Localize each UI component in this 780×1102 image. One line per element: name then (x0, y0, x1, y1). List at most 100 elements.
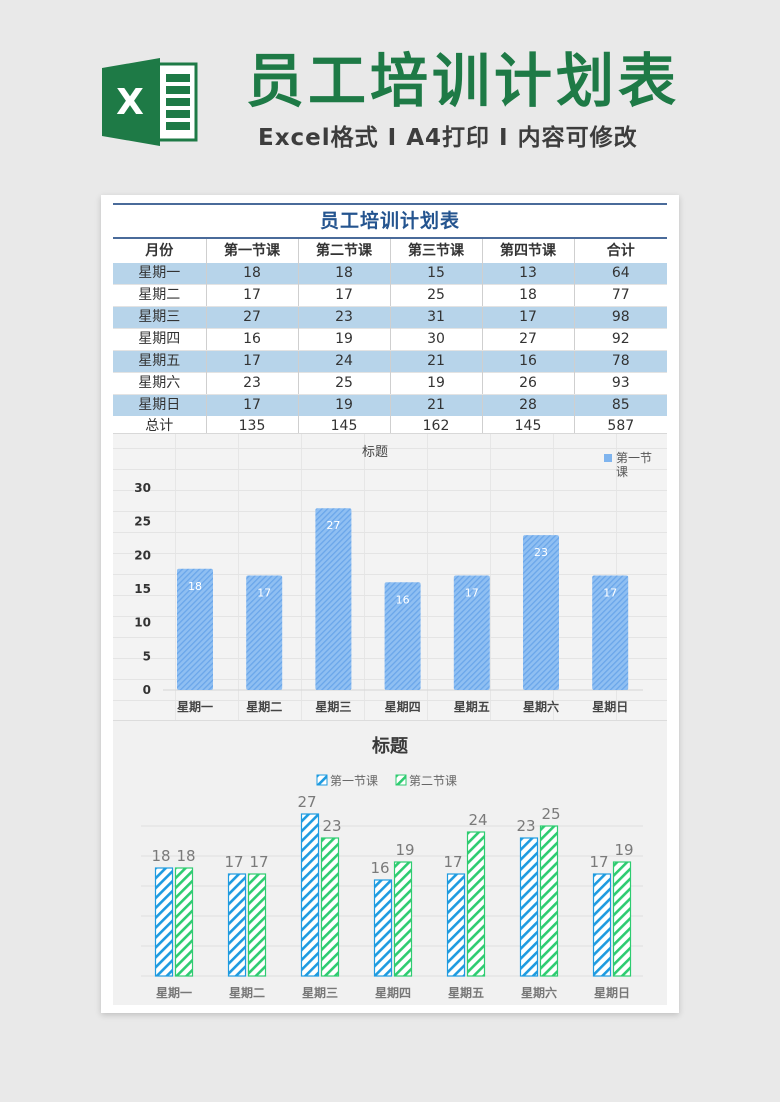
data-label: 19 (395, 841, 414, 859)
cell[interactable]: 162 (390, 416, 483, 437)
chart-2-title: 标题 (371, 735, 409, 757)
cell[interactable]: 星期二 (113, 284, 207, 307)
header-lesson-2: 第二节课 (298, 238, 391, 263)
cell[interactable]: 77 (574, 284, 668, 307)
cell[interactable]: 92 (574, 328, 668, 351)
cell[interactable]: 星期日 (113, 394, 207, 416)
bar[interactable] (373, 879, 393, 977)
cell[interactable]: 17 (206, 394, 299, 416)
cell[interactable]: 17 (206, 284, 299, 307)
banner: X 员工培训计划表 Excel格式 I A4打印 I 内容可修改 (0, 0, 780, 190)
bar[interactable] (227, 873, 247, 977)
cell[interactable]: 27 (482, 328, 575, 351)
data-label: 23 (534, 546, 548, 559)
cell[interactable]: 21 (390, 350, 483, 373)
cell[interactable]: 28 (482, 394, 575, 416)
cell[interactable]: 587 (574, 416, 668, 437)
bar[interactable] (466, 831, 486, 977)
cell[interactable]: 135 (206, 416, 299, 437)
table-row: 星期日 17 19 21 28 85 (113, 394, 668, 416)
cell[interactable]: 31 (390, 306, 483, 329)
cell[interactable]: 18 (298, 263, 391, 285)
cell[interactable]: 24 (298, 350, 391, 373)
y-tick-label: 10 (134, 616, 151, 630)
chart-2-legend[interactable]: 第一节课 第二节课 (316, 774, 457, 788)
cell[interactable]: 16 (206, 328, 299, 351)
cell[interactable]: 17 (298, 284, 391, 307)
cell[interactable]: 64 (574, 263, 668, 285)
cell[interactable]: 21 (390, 394, 483, 416)
bar[interactable] (247, 873, 267, 977)
chart-1-x-axis: 星期一 星期二 星期三 星期四 星期五 星期六 星期日 (177, 699, 628, 714)
chart-1-legend[interactable]: 第一节 课 (604, 451, 652, 479)
bar[interactable] (300, 813, 320, 977)
chart-1-canvas: 标题 第一节 课 0 5 10 15 20 25 30 18 17 27 16 17 23 17 星期一… (134, 445, 652, 714)
x-tick-label: 星期五 (448, 985, 484, 1000)
cell[interactable]: 23 (298, 306, 391, 329)
chart-lesson-1[interactable]: 标题 第一节 课 0 5 10 15 20 25 30 18 17 27 16 17 23 17 星期一… (113, 433, 667, 721)
bar[interactable] (592, 575, 629, 690)
cell[interactable]: 78 (574, 350, 668, 373)
cell[interactable]: 19 (390, 372, 483, 395)
x-tick-label: 星期六 (521, 985, 557, 1000)
cell[interactable]: 总计 (113, 416, 207, 437)
cell[interactable]: 星期六 (113, 372, 207, 395)
excel-icon-letter: X (116, 82, 144, 123)
cell[interactable]: 30 (390, 328, 483, 351)
bar[interactable] (446, 873, 466, 977)
legend-swatch-icon (316, 774, 328, 786)
cell[interactable]: 17 (206, 350, 299, 373)
bar[interactable] (453, 575, 490, 690)
cell[interactable]: 25 (298, 372, 391, 395)
cell[interactable]: 18 (482, 284, 575, 307)
cell[interactable]: 93 (574, 372, 668, 395)
cell[interactable]: 27 (206, 306, 299, 329)
cell[interactable]: 星期三 (113, 306, 207, 329)
cell[interactable]: 18 (206, 263, 299, 285)
bar[interactable] (320, 837, 340, 977)
cell[interactable]: 星期四 (113, 328, 207, 351)
bar[interactable] (246, 575, 283, 690)
cell[interactable]: 85 (574, 394, 668, 416)
cell[interactable]: 23 (206, 372, 299, 395)
banner-subtitle: Excel格式 I A4打印 I 内容可修改 (258, 125, 638, 151)
data-label: 17 (465, 587, 479, 600)
bar[interactable] (174, 867, 194, 977)
cell[interactable]: 19 (298, 328, 391, 351)
cell[interactable]: 13 (482, 263, 575, 285)
y-tick-label: 15 (134, 582, 151, 596)
data-label: 19 (614, 841, 633, 859)
training-plan-table: 员工培训计划表 月份 第一节课 第二节课 第三节课 第四节课 合计 星期一 18… (113, 203, 668, 437)
excel-icon: X (102, 58, 198, 146)
cell[interactable]: 25 (390, 284, 483, 307)
cell[interactable]: 98 (574, 306, 668, 329)
x-tick-label: 星期二 (229, 985, 265, 1000)
chart-1-y-axis: 0 5 10 15 20 25 30 (134, 481, 151, 697)
cell[interactable]: 星期五 (113, 350, 207, 373)
bar[interactable] (393, 861, 413, 977)
bar[interactable] (384, 582, 421, 690)
bar[interactable] (523, 535, 559, 690)
bar[interactable] (612, 861, 632, 977)
bar[interactable] (539, 825, 559, 977)
bar[interactable] (177, 568, 213, 690)
cell[interactable]: 星期一 (113, 263, 207, 285)
cell[interactable]: 19 (298, 394, 391, 416)
bar[interactable] (519, 837, 539, 977)
cell[interactable]: 145 (482, 416, 575, 437)
data-label: 18 (176, 847, 195, 865)
cell[interactable]: 15 (390, 263, 483, 285)
cell[interactable]: 17 (482, 306, 575, 329)
x-tick-label: 星期五 (454, 699, 490, 714)
data-label: 18 (151, 847, 170, 865)
bar[interactable] (154, 867, 174, 977)
cell[interactable]: 16 (482, 350, 575, 373)
bar[interactable] (315, 508, 352, 690)
table-header-row: 月份 第一节课 第二节课 第三节课 第四节课 合计 (113, 238, 667, 263)
data-label: 16 (370, 859, 389, 877)
svg-text:第一节: 第一节 (616, 451, 652, 465)
bar[interactable] (592, 873, 612, 977)
cell[interactable]: 145 (298, 416, 391, 437)
cell[interactable]: 26 (482, 372, 575, 395)
chart-lesson-1-vs-2[interactable]: 标题 第一节课 第二节课 18 18 17 17 27 23 16 19 17 24 23 25 17 1… (113, 720, 667, 1005)
